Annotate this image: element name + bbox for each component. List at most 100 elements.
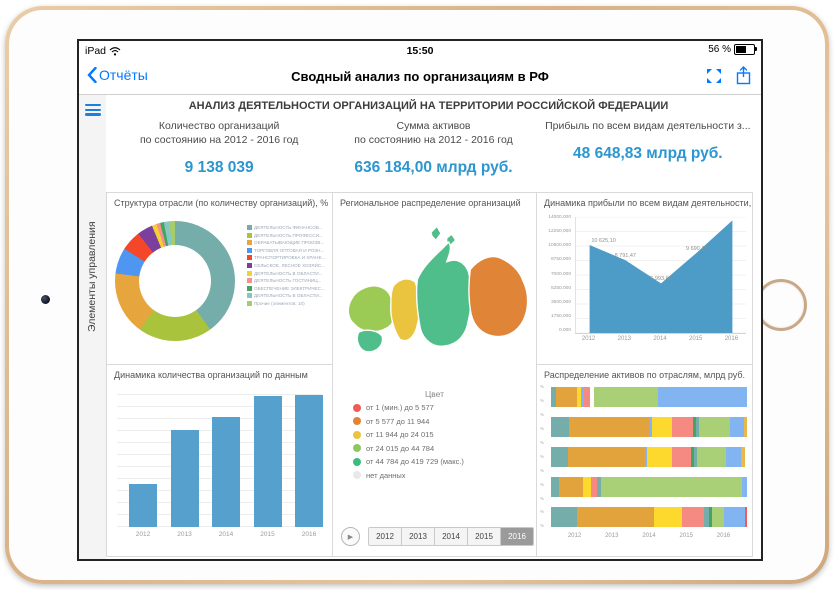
legend-label: ДЕЯТЕЛЬНОСТЬ ГОСТИНИЦ... (254, 278, 322, 284)
home-button[interactable] (755, 279, 807, 331)
x-tick-label: 2012 (581, 336, 596, 342)
map-region-siberia[interactable] (415, 241, 472, 347)
y-tick-label: % (540, 467, 545, 473)
y-tick-label: % (540, 453, 545, 459)
map-legend-item: от 44 784 до 419 729 (макс.) (353, 457, 464, 466)
clock: 15:50 (406, 45, 434, 57)
dashboard-title: АНАЛИЗ ДЕЯТЕЛЬНОСТИ ОРГАНИЗАЦИЙ НА ТЕРРИ… (188, 100, 669, 112)
kpi-org-count: Количество организаций по состоянию на 2… (112, 119, 326, 189)
back-button[interactable]: Отчёты (87, 67, 148, 83)
play-button[interactable]: ▶ (341, 527, 360, 546)
stacked-segment (744, 507, 747, 527)
x-tick-label: 2012 (567, 533, 582, 539)
bar-2013 (170, 430, 199, 527)
stacked-segment (648, 417, 652, 437)
panel-title: Динамика количества организаций по данны… (114, 370, 308, 380)
y-tick-label: % (540, 384, 545, 389)
front-camera-icon (41, 295, 50, 304)
kpi-row: Количество организаций по состоянию на 2… (112, 119, 755, 189)
dashboard: АНАЛИЗ ДЕЯТЕЛЬНОСТИ ОРГАНИЗАЦИЙ НА ТЕРРИ… (106, 95, 761, 559)
stacked-row-2 (551, 417, 747, 437)
stacked-segment (723, 507, 745, 527)
year-button-2015[interactable]: 2015 (468, 528, 501, 545)
stacked-segment (576, 387, 582, 407)
stacked-segment (582, 477, 591, 497)
legend-label: ОБЕСПЕЧЕНИЕ ЭЛЕКТРИЧЕС... (254, 285, 325, 291)
battery-icon (734, 44, 757, 55)
stacked-segment (583, 387, 590, 407)
donut-chart (115, 221, 235, 341)
profit-dynamics-panel: Динамика прибыли по всем видам деятельно… (536, 192, 753, 365)
map-region-far-east[interactable] (468, 255, 529, 338)
y-tick-label: 5250,000 (550, 285, 571, 291)
stacked-segment (551, 387, 556, 407)
legend-label: ТОРГОВЛЯ ОПТОВАЯ И РОЗН... (254, 247, 325, 253)
year-button-2013[interactable]: 2013 (402, 528, 435, 545)
status-bar: iPad 15:50 56 % (79, 41, 761, 61)
map-region-south-west[interactable] (356, 329, 384, 353)
kpi-value: 48 648,83 млрд руб. (573, 145, 723, 163)
year-button-2014[interactable]: 2014 (435, 528, 468, 545)
year-button-2012[interactable]: 2012 (369, 528, 402, 545)
legend-dot (353, 430, 361, 439)
stacked-segment (551, 417, 570, 437)
share-button[interactable] (736, 66, 751, 85)
map-region-european-west[interactable] (347, 285, 395, 333)
year-selector: ▶ 2012 2013 2014 2015 2016 (341, 527, 534, 546)
panel-title: Региональное распределение организаций (340, 198, 521, 208)
kpi-profit: Прибыль по всем видам деятельности з... … (541, 119, 755, 189)
map-region-islands[interactable] (430, 225, 442, 242)
menu-button[interactable] (85, 104, 101, 116)
bar-chart (117, 389, 323, 527)
legend-swatch (247, 300, 252, 306)
russia-map (347, 225, 529, 353)
legend-label: ТРАНСПОРТИРОВКА И ХРАНЕ... (254, 255, 326, 261)
area-chart-x-axis: 2012 2013 2014 2015 2016 (575, 336, 745, 346)
stacked-segment (682, 507, 705, 527)
stacked-segment (576, 507, 655, 527)
bar-2012 (129, 484, 157, 527)
stacked-segment (708, 507, 712, 527)
stacked-segment (645, 447, 648, 467)
legend-swatch (247, 278, 252, 284)
stacked-segment (695, 417, 699, 437)
device-label: iPad (85, 45, 107, 57)
bar-2015 (253, 395, 282, 527)
legend-label: ДЕЯТЕЛЬНОСТЬ В ОБЛАСТИ... (254, 270, 323, 276)
stacked-segment (741, 477, 748, 497)
data-point-label: 10 625,10 (591, 237, 616, 244)
data-point-label: 9 690,48 (685, 245, 708, 252)
stacked-segment (590, 477, 598, 497)
year-button-2016[interactable]: 2016 (501, 528, 533, 545)
stacked-segment (658, 387, 747, 407)
legend-swatch (247, 247, 252, 253)
legend-swatch (247, 262, 252, 268)
y-tick-label: % (540, 425, 545, 431)
navigation-bar: Отчёты Сводный анализ по организациям в … (79, 61, 761, 94)
stacked-segment (551, 507, 577, 527)
kpi-sublabel: по состоянию на 2012 - 2016 год (139, 134, 299, 147)
stacked-segment (693, 417, 696, 437)
legend-dot (353, 471, 361, 479)
kpi-value: 636 184,00 млрд руб. (354, 159, 513, 177)
fullscreen-button[interactable] (706, 68, 722, 84)
legend-swatch (247, 285, 252, 291)
y-tick-label: 10500,000 (548, 243, 571, 249)
legend-label: СЕЛЬСКОЕ, ЛЕСНОЕ ХОЗЯЙС... (254, 262, 326, 268)
x-tick-label: 2014 (653, 336, 667, 342)
legend-item: ТРАНСПОРТИРОВКА И ХРАНЕ... (247, 255, 327, 261)
bar-2016 (295, 394, 323, 527)
screen: iPad 15:50 56 % Отчёты Сводный анализ по… (77, 39, 763, 561)
stacked-segment (741, 447, 745, 467)
stacked-segment (581, 387, 584, 407)
stacked-segment (694, 447, 697, 467)
map-region-ural[interactable] (390, 278, 421, 342)
stacked-segment (743, 417, 747, 437)
donut-legend: ДЕЯТЕЛЬНОСТЬ ФИНАНСОВ... ДЕЯТЕЛЬНОСТЬ ПРО… (247, 225, 327, 309)
panel-title: Распределение активов по отраслям, млрд … (544, 370, 746, 380)
stacked-segment (696, 447, 727, 467)
sidebar-label: Элементы управления (86, 221, 98, 332)
area-chart-y-axis: 14000,000 12250,000 10500,000 8750,000 7000,… (539, 215, 571, 333)
y-tick-label: 8750,000 (550, 257, 571, 263)
